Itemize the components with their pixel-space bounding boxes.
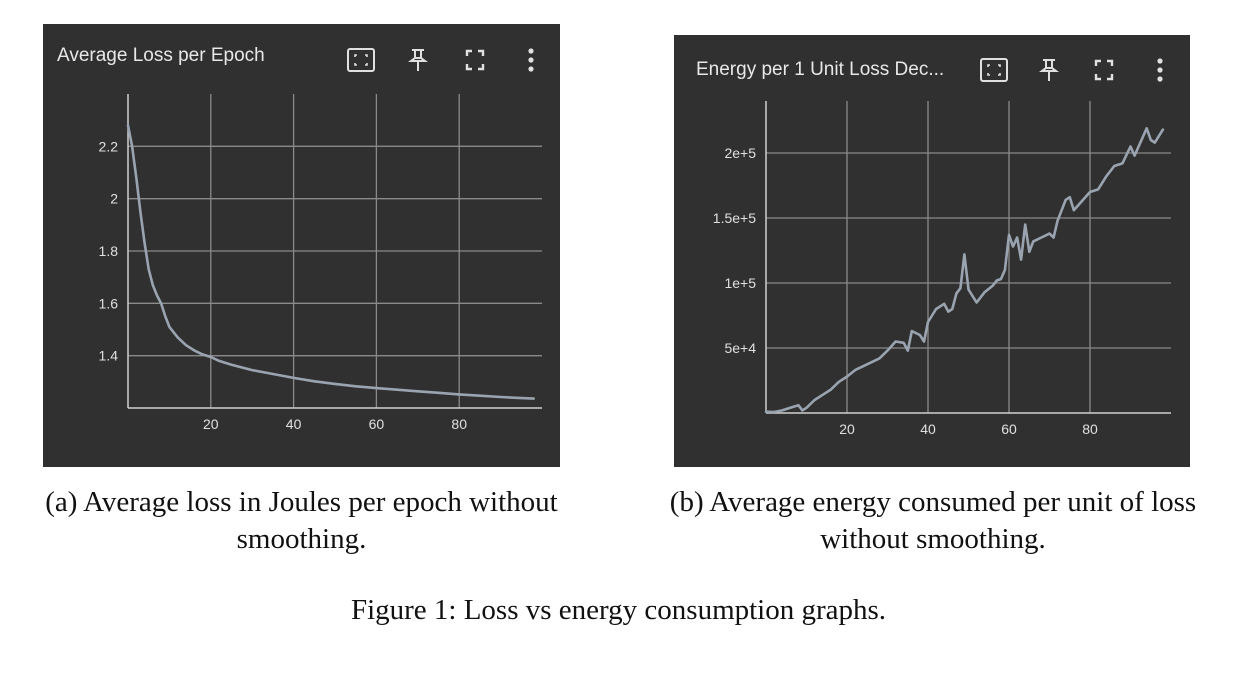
chart-card-energy-per-loss: Energy per 1 Unit Loss Dec... 5e+4 1e+5 1.…	[674, 35, 1190, 467]
subfigure-caption-b: (b) Average energy consumed per unit of …	[669, 486, 1197, 555]
figure-caption: Figure 1: Loss vs energy consumption gra…	[350, 594, 887, 626]
y-tick-label: 1.4	[99, 348, 119, 364]
y-tick-label: 1e+5	[724, 275, 756, 291]
x-tick-label: 20	[203, 416, 219, 432]
chart-card-average-loss: Average Loss per Epoch 1.4 1.6 1.8 2 2.2 20 40…	[43, 24, 560, 467]
y-tick-label: 2	[110, 191, 118, 207]
x-tick-label: 40	[920, 421, 936, 437]
series-line	[126, 124, 536, 400]
energy-line-chart: 5e+4 1e+5 1.5e+5 2e+5 20 40 60 80	[713, 101, 1171, 437]
y-tick-label: 1.6	[99, 295, 119, 311]
x-tick-label: 20	[839, 421, 855, 437]
x-tick-label: 60	[369, 416, 385, 432]
chart-title: Average Loss per Epoch	[57, 45, 265, 66]
fit-domain-icon[interactable]	[345, 45, 377, 75]
subfigure-caption-a: (a) Average loss in Joules per epoch wit…	[45, 486, 558, 555]
more-vert-icon[interactable]	[1144, 55, 1176, 85]
y-tick-label: 2.2	[99, 138, 119, 154]
pin-icon[interactable]	[402, 45, 434, 75]
y-tick-label: 1.8	[99, 243, 119, 259]
series-line	[764, 127, 1165, 414]
x-tick-label: 80	[451, 416, 467, 432]
more-vert-icon[interactable]	[515, 45, 547, 75]
fit-domain-icon[interactable]	[978, 55, 1010, 85]
fullscreen-icon[interactable]	[459, 45, 491, 75]
loss-line-chart: 1.4 1.6 1.8 2 2.2 20 40 60 80	[99, 94, 542, 432]
x-tick-label: 80	[1082, 421, 1098, 437]
fullscreen-icon[interactable]	[1088, 55, 1120, 85]
x-tick-label: 40	[286, 416, 302, 432]
y-tick-label: 1.5e+5	[713, 210, 756, 226]
chart-title: Energy per 1 Unit Loss Dec...	[696, 59, 945, 80]
y-tick-label: 2e+5	[724, 145, 756, 161]
y-tick-label: 5e+4	[724, 340, 756, 356]
pin-icon[interactable]	[1033, 55, 1065, 85]
x-tick-label: 60	[1001, 421, 1017, 437]
